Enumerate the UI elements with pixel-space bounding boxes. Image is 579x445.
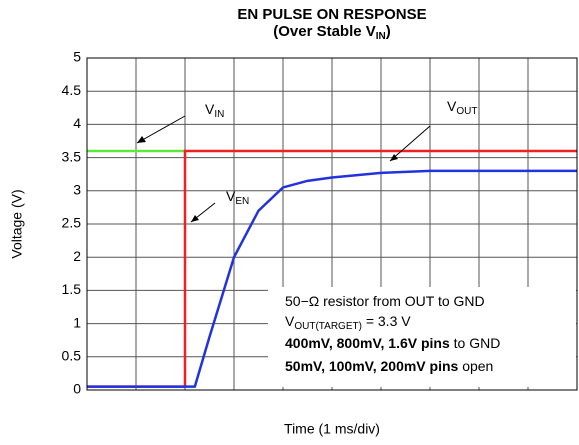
note-segment: to GND bbox=[450, 335, 501, 351]
note-segment: open bbox=[458, 358, 493, 374]
series-label: VOUT bbox=[447, 98, 477, 117]
series-label-text: V bbox=[447, 98, 457, 114]
subtitle-after: ) bbox=[386, 23, 391, 40]
arrow-head bbox=[390, 154, 398, 161]
series-label-sub: OUT bbox=[456, 106, 477, 117]
y-tick-label: 3.5 bbox=[62, 148, 82, 164]
series-line bbox=[87, 169, 577, 388]
plot-border bbox=[86, 57, 578, 391]
subtitle-sub: IN bbox=[376, 31, 386, 42]
y-tick-label: 3 bbox=[73, 182, 81, 198]
arrow bbox=[389, 125, 431, 162]
y-tick-label: 5 bbox=[73, 49, 81, 65]
notes: 50−Ω resistor from OUT to GND VOUT(TARGET… bbox=[285, 293, 500, 374]
y-tick-label: 1 bbox=[73, 314, 81, 330]
note-segment: 400mV, 800mV, 1.6V pins bbox=[285, 335, 450, 351]
chart-subtitle: (Over Stable VIN) bbox=[273, 23, 391, 42]
note-segment: V bbox=[285, 313, 295, 329]
y-tick-label: 0 bbox=[73, 381, 81, 397]
note-line: VOUT(TARGET) = 3.3 V bbox=[285, 313, 411, 332]
arrow bbox=[136, 115, 186, 144]
series-label: VEN bbox=[226, 188, 249, 207]
series-label-text: V bbox=[205, 101, 215, 117]
y-tick-label: 4.5 bbox=[62, 82, 82, 98]
note-segment: 50−Ω resistor from OUT to GND bbox=[285, 293, 485, 309]
y-tick-label: 2 bbox=[73, 248, 81, 264]
y-tick-label: 1.5 bbox=[62, 281, 82, 297]
series-label-sub: IN bbox=[214, 109, 224, 120]
arrow-head bbox=[191, 215, 199, 222]
note-segment: OUT(TARGET) bbox=[294, 321, 362, 332]
y-tick-label: 2.5 bbox=[62, 215, 82, 231]
note-segment: 50mV, 100mV, 200mV pins bbox=[285, 358, 459, 374]
arrow-head bbox=[137, 136, 146, 143]
y-tick-label: 0.5 bbox=[62, 348, 82, 364]
series-label-sub: EN bbox=[235, 196, 249, 207]
note-box bbox=[268, 287, 576, 387]
series-label: VIN bbox=[205, 101, 224, 120]
x-axis-label: Time (1 ms/div) bbox=[284, 421, 380, 437]
y-axis-label: Voltage (V) bbox=[9, 189, 25, 258]
note-line: 50−Ω resistor from OUT to GND bbox=[285, 293, 485, 309]
subtitle-text: (Over Stable V bbox=[273, 23, 376, 40]
chart-title: EN PULSE ON RESPONSE bbox=[237, 6, 426, 23]
lines bbox=[87, 149, 577, 388]
note-segment: = 3.3 V bbox=[362, 313, 411, 329]
y-tick-label: 4 bbox=[73, 115, 81, 131]
note-line: 50mV, 100mV, 200mV pins open bbox=[285, 358, 493, 374]
series-label-text: V bbox=[226, 188, 236, 204]
note-line: 400mV, 800mV, 1.6V pins to GND bbox=[285, 335, 500, 351]
annotations bbox=[136, 115, 431, 223]
